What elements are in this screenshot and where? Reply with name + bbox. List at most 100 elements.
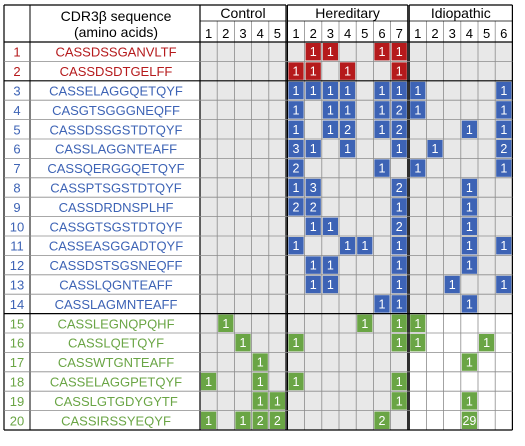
heatmap-cell-bg bbox=[478, 119, 496, 139]
heatmap-cell-bg bbox=[321, 61, 339, 81]
cell-value-label: 1 bbox=[432, 142, 439, 156]
heatmap-cell-bg bbox=[495, 410, 513, 430]
column-number: 1 bbox=[292, 26, 299, 41]
row-index: 3 bbox=[13, 84, 20, 99]
heatmap-cell-bg bbox=[373, 177, 391, 198]
column-number: 6 bbox=[378, 26, 385, 41]
heatmap-cell-bg bbox=[304, 333, 322, 353]
heatmap-cell-bg bbox=[200, 119, 218, 139]
heatmap-cell-bg bbox=[443, 255, 461, 275]
heatmap-cell-bg bbox=[373, 274, 391, 295]
heatmap-cell-bg bbox=[234, 236, 252, 256]
heatmap-cell-bg bbox=[234, 216, 252, 236]
column-number: 5 bbox=[274, 26, 281, 41]
heatmap-cell-bg bbox=[390, 352, 408, 372]
heatmap-cell bbox=[496, 81, 512, 100]
cell-value-label: 1 bbox=[361, 317, 368, 331]
cell-value-label: 1 bbox=[240, 414, 247, 428]
cell-value-label: 1 bbox=[379, 103, 386, 117]
cell-value-label: 1 bbox=[396, 336, 403, 350]
heatmap-cell-bg bbox=[321, 391, 339, 411]
cell-value-label: 2 bbox=[310, 200, 317, 214]
heatmap-cell-bg bbox=[321, 352, 339, 372]
heatmap-cell-bg bbox=[339, 410, 357, 430]
heatmap-cell-bg bbox=[495, 216, 513, 236]
heatmap-cell bbox=[288, 101, 304, 119]
heatmap-cell-bg bbox=[409, 42, 427, 62]
cell-value-label: 1 bbox=[205, 375, 212, 389]
cell-value-label: 1 bbox=[414, 317, 421, 331]
heatmap-cell-bg bbox=[217, 333, 235, 353]
heatmap-cell bbox=[444, 275, 460, 294]
heatmap-cell-bg bbox=[373, 352, 391, 372]
heatmap-cell-bg bbox=[217, 42, 235, 62]
heatmap-cell-bg bbox=[478, 236, 496, 256]
row-sequence: CASSELAGGQETQYF bbox=[49, 84, 183, 99]
cell-value-label: 1 bbox=[466, 220, 473, 234]
row-sequence: CASSDSDTGELFF bbox=[60, 64, 173, 79]
heatmap-cell-bg bbox=[321, 177, 339, 198]
heatmap-cell-bg bbox=[495, 177, 513, 198]
heatmap-cell-bg bbox=[304, 352, 322, 372]
heatmap-cell-bg bbox=[287, 216, 305, 236]
heatmap-cell-bg bbox=[426, 119, 444, 139]
heatmap-cell-bg bbox=[200, 255, 218, 275]
heatmap-cell-bg bbox=[217, 236, 235, 256]
row-sequence: CASSLAGMNTEAFF bbox=[55, 297, 178, 312]
cell-value-label: 1 bbox=[293, 84, 300, 98]
row-index: 17 bbox=[10, 355, 24, 370]
heatmap-cell bbox=[288, 372, 304, 391]
heatmap-cell bbox=[288, 237, 304, 255]
column-number: 3 bbox=[239, 26, 246, 41]
heatmap-cell bbox=[496, 159, 512, 177]
heatmap-cell-bg bbox=[409, 391, 427, 411]
heatmap-cell bbox=[391, 217, 407, 235]
heatmap-cell-bg bbox=[217, 197, 235, 217]
heatmap-cell bbox=[340, 81, 356, 100]
heatmap-cell-bg bbox=[495, 391, 513, 411]
heatmap-cell-bg bbox=[339, 294, 357, 314]
heatmap-cell-bg bbox=[409, 371, 427, 392]
heatmap-cell-bg bbox=[200, 333, 218, 353]
heatmap-cell-bg bbox=[200, 139, 218, 159]
heatmap-cell-bg bbox=[443, 158, 461, 178]
heatmap-cell-bg bbox=[251, 139, 269, 159]
heatmap-cell-bg bbox=[339, 313, 357, 333]
heatmap-cell-bg bbox=[268, 371, 286, 392]
heatmap-cell-bg bbox=[321, 410, 339, 430]
column-number: 4 bbox=[257, 26, 264, 41]
cell-value-label: 2 bbox=[396, 181, 403, 195]
heatmap-cell-bg bbox=[443, 410, 461, 430]
row-sequence: CASSDSTSGSNEQFF bbox=[50, 258, 183, 273]
cell-value-label: 1 bbox=[344, 239, 351, 253]
heatmap-cell-bg bbox=[356, 391, 374, 411]
cell-value-label: 1 bbox=[466, 394, 473, 408]
row-index: 19 bbox=[10, 394, 24, 409]
table-header: CDR3β sequence (amino acids) Control Here… bbox=[61, 5, 508, 41]
heatmap-cell-bg bbox=[321, 371, 339, 392]
heatmap-cell-bg bbox=[217, 294, 235, 314]
heatmap-cell-bg bbox=[443, 61, 461, 81]
heatmap-cell-bg bbox=[409, 61, 427, 81]
heatmap-cell bbox=[305, 62, 321, 80]
heatmap-cell-bg bbox=[478, 216, 496, 236]
heatmap-cell-bg bbox=[304, 371, 322, 392]
row-sequence: CASSELAGGPETQYF bbox=[50, 375, 182, 390]
heatmap-cell-bg bbox=[234, 100, 252, 120]
heatmap-cell bbox=[496, 275, 512, 294]
heatmap-cell-bg bbox=[268, 80, 286, 101]
heatmap-cell-bg bbox=[426, 313, 444, 333]
heatmap-cell-bg bbox=[478, 391, 496, 411]
cell-value-label: 1 bbox=[396, 239, 403, 253]
heatmap-cell-bg bbox=[373, 61, 391, 81]
heatmap-cell bbox=[288, 159, 304, 177]
heatmap-cell-bg bbox=[443, 197, 461, 217]
heatmap-cell-bg bbox=[478, 61, 496, 81]
heatmap-cell-bg bbox=[268, 236, 286, 256]
heatmap-cell bbox=[374, 101, 390, 119]
heatmap-cell-bg bbox=[373, 333, 391, 353]
heatmap-cell-bg bbox=[287, 294, 305, 314]
heatmap-cell-bg bbox=[373, 313, 391, 333]
column-number: 7 bbox=[396, 26, 403, 41]
heatmap-cell bbox=[305, 81, 321, 100]
